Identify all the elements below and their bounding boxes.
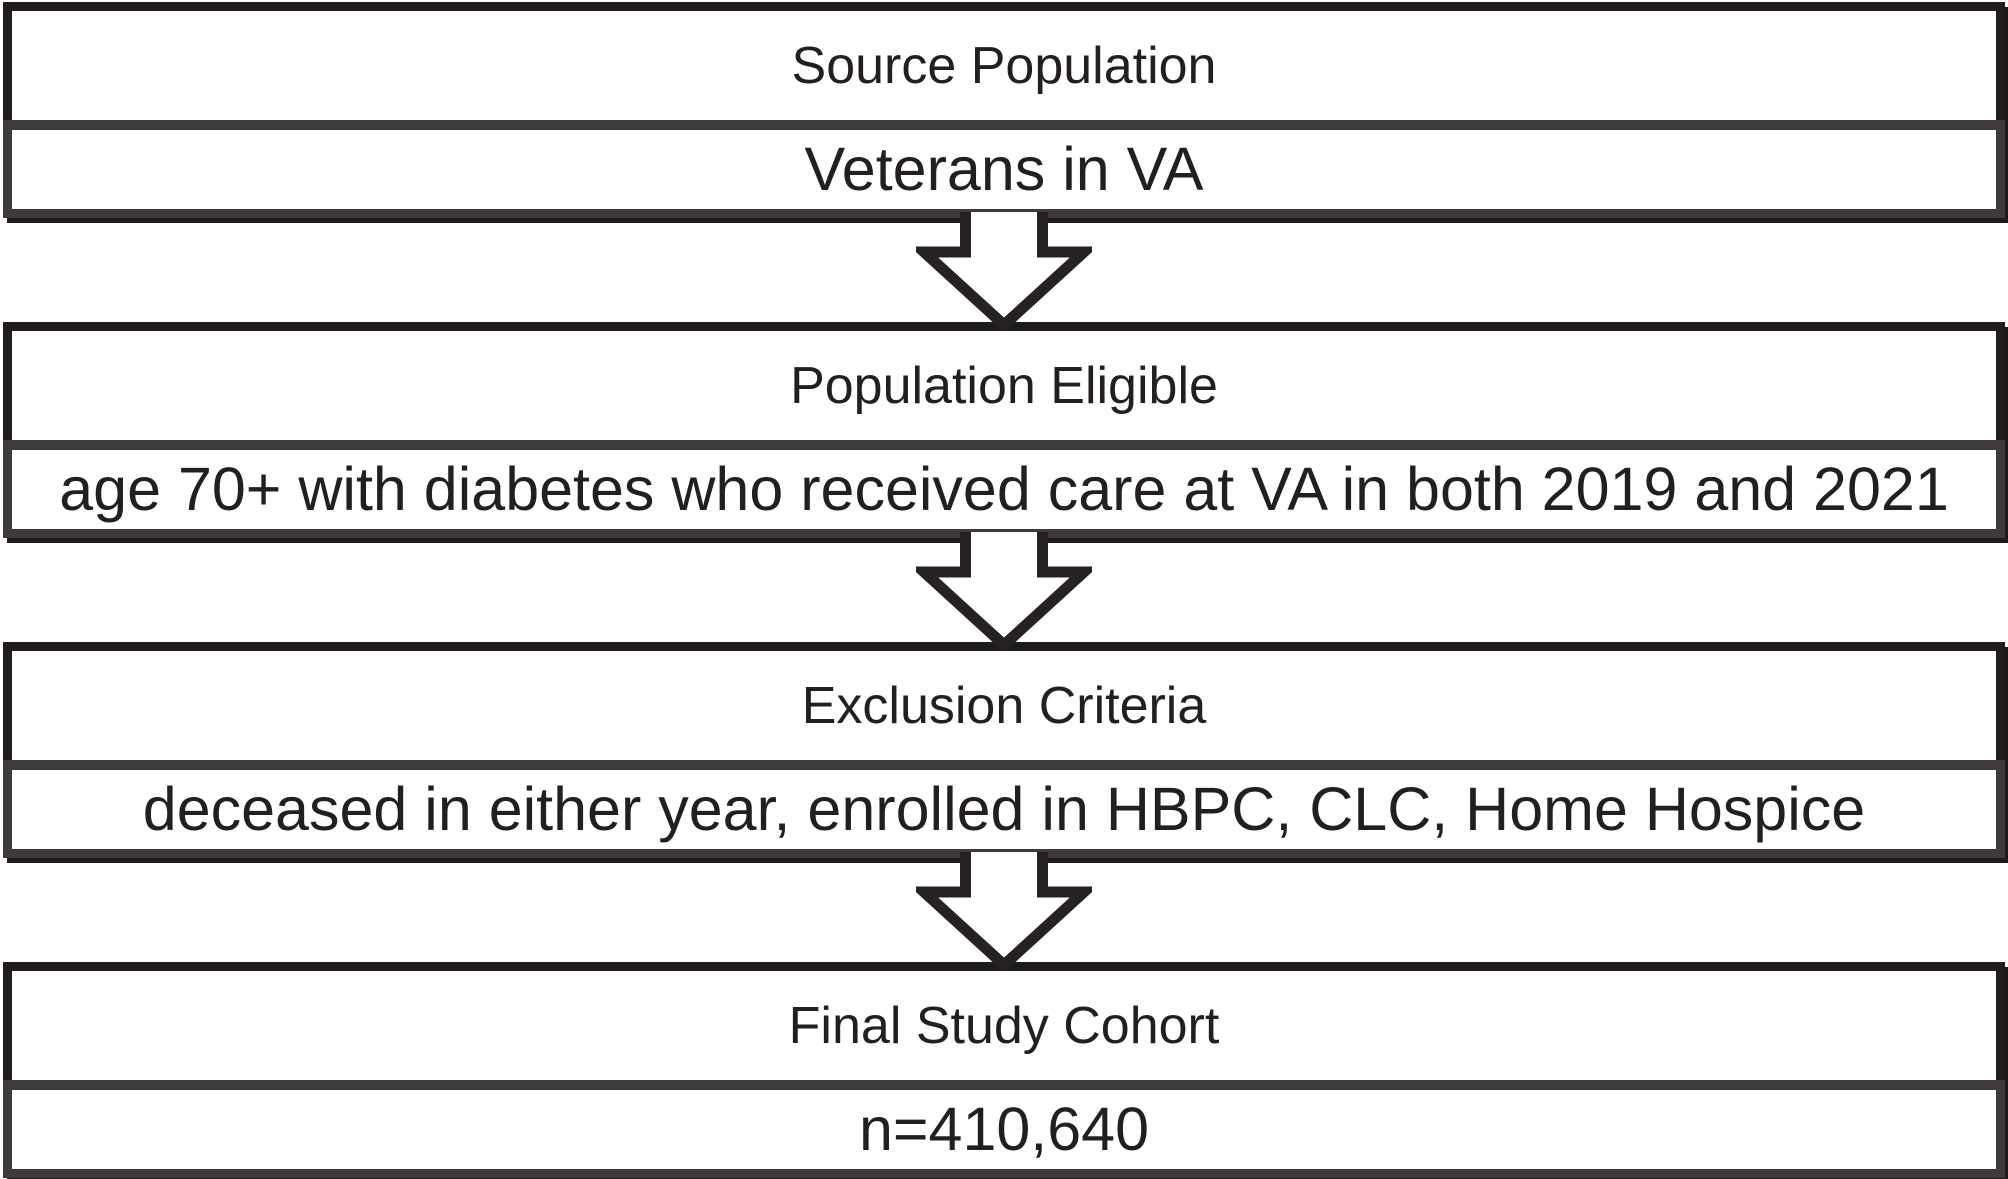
step-detail: n=410,640: [3, 1080, 2005, 1178]
step-detail-label: n=410,640: [858, 1095, 1150, 1163]
down-arrow-icon: [916, 532, 1092, 651]
step-header: Population Eligible: [3, 322, 2005, 440]
step-header: Exclusion Criteria: [3, 642, 2005, 760]
down-arrow-icon: [916, 212, 1092, 331]
step-detail-label: deceased in either year, enrolled in HBP…: [142, 775, 1866, 843]
step-source-population: Source Population Veterans in VA: [3, 2, 2005, 218]
step-header-label: Exclusion Criteria: [801, 676, 1207, 735]
down-arrow-icon: [916, 852, 1092, 971]
step-header-label: Population Eligible: [790, 356, 1218, 415]
step-header: Source Population: [3, 2, 2005, 120]
step-detail: deceased in either year, enrolled in HBP…: [3, 760, 2005, 858]
step-header-label: Source Population: [791, 36, 1217, 95]
step-population-eligible: Population Eligible age 70+ with diabete…: [3, 322, 2005, 538]
step-final-study-cohort: Final Study Cohort n=410,640: [3, 962, 2005, 1178]
step-detail-label: age 70+ with diabetes who received care …: [59, 455, 1949, 523]
step-detail-label: Veterans in VA: [804, 135, 1204, 203]
step-detail: Veterans in VA: [3, 120, 2005, 218]
step-exclusion-criteria: Exclusion Criteria deceased in either ye…: [3, 642, 2005, 858]
step-header: Final Study Cohort: [3, 962, 2005, 1080]
step-detail: age 70+ with diabetes who received care …: [3, 440, 2005, 538]
step-header-label: Final Study Cohort: [788, 996, 1220, 1055]
